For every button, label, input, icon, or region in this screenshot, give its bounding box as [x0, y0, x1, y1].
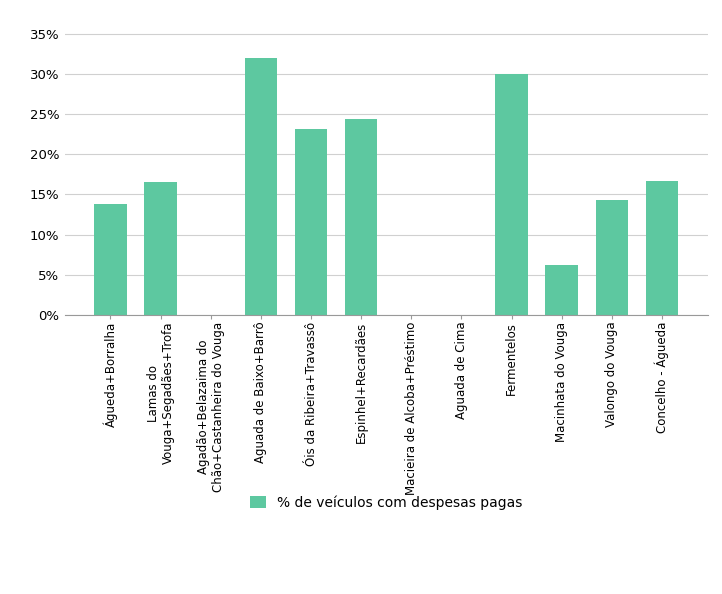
Bar	[144, 182, 177, 315]
Bar	[645, 181, 679, 315]
Bar	[345, 119, 378, 315]
Bar	[245, 58, 277, 315]
Bar	[495, 74, 528, 315]
Bar	[295, 128, 327, 315]
Bar	[94, 204, 127, 315]
Legend: % de veículos com despesas pagas: % de veículos com despesas pagas	[250, 495, 523, 510]
Bar	[546, 265, 578, 315]
Bar	[596, 200, 628, 315]
